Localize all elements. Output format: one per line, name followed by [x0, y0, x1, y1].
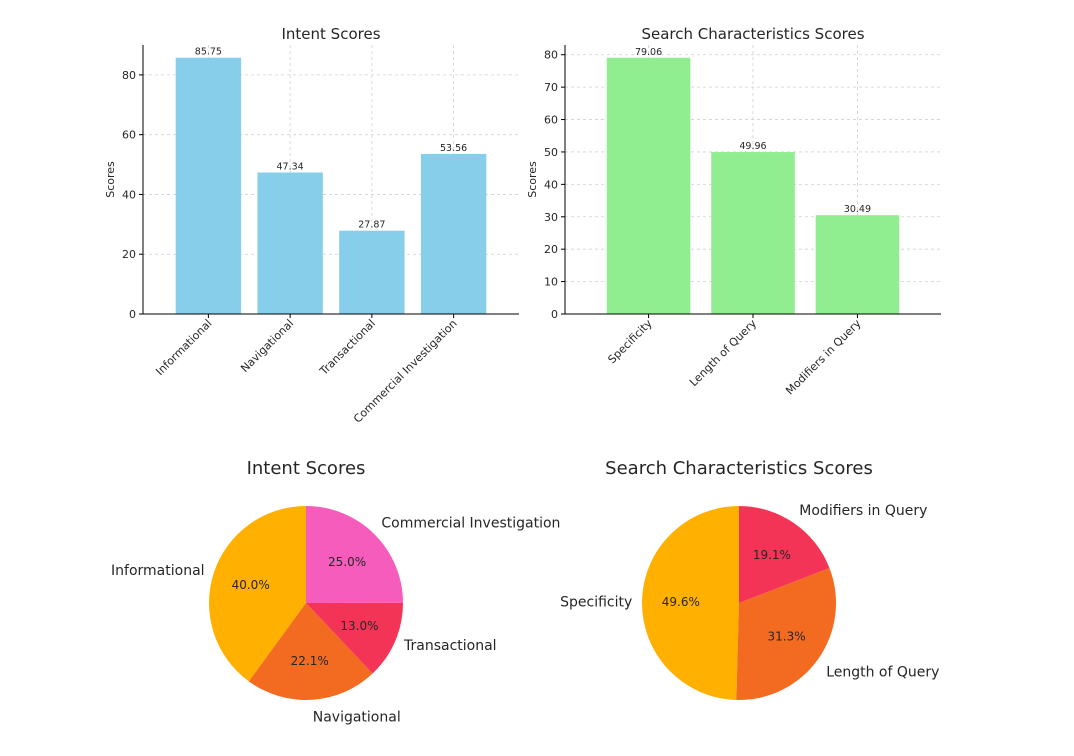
y-tick-label: 0: [129, 308, 136, 321]
pie-slice: [306, 506, 403, 603]
y-tick-label: 80: [122, 69, 136, 82]
x-tick-label: Modifiers in Query: [783, 317, 864, 398]
bar: [420, 153, 487, 314]
pie-percent-label: 31.3%: [768, 630, 806, 644]
bar-value-label: 47.34: [277, 162, 304, 173]
bar: [711, 152, 795, 314]
bar: [339, 230, 405, 314]
pie-category-label: Transactional: [403, 638, 497, 654]
y-tick-label: 60: [544, 114, 558, 127]
pie-category-label: Navigational: [313, 709, 401, 725]
y-tick-label: 50: [544, 146, 558, 159]
pie-slice: [306, 602, 403, 674]
y-tick-label: 70: [544, 81, 558, 94]
chart-title: Search Characteristics Scores: [641, 25, 864, 43]
x-tick-label: Length of Query: [687, 317, 759, 389]
pie-category-label: Specificity: [560, 595, 632, 611]
bar: [175, 57, 242, 314]
y-tick-label: 30: [544, 211, 558, 224]
x-tick-label: Transactional: [317, 317, 378, 378]
y-tick-label: 40: [544, 178, 558, 191]
pie-slice: [248, 603, 373, 700]
pie-slice: [736, 567, 836, 700]
pie-percent-label: 22.1%: [291, 654, 329, 668]
pie-slice: [739, 506, 830, 603]
pie-slice: [209, 506, 306, 682]
intent-bar-chart: 85.75 47.34 27.87 53.56 0 20 40 60 80 Information…: [104, 25, 519, 426]
bar-value-label: 85.75: [195, 47, 222, 58]
bar-value-label: 30.49: [844, 204, 871, 215]
chart-title: Intent Scores: [247, 458, 366, 479]
y-tick-label: 20: [544, 243, 558, 256]
x-tick-label: Informational: [153, 317, 214, 378]
chart-title: Search Characteristics Scores: [605, 458, 873, 479]
pie-percent-label: 13.0%: [340, 619, 378, 633]
bar-value-label: 53.56: [440, 143, 467, 154]
search-characteristics-pie-chart: 49.6% Specificity 31.3% Length of Query 19.1…: [560, 458, 939, 700]
y-axis-label: Scores: [104, 161, 117, 198]
chart-title: Intent Scores: [281, 25, 380, 43]
pie-category-label: Modifiers in Query: [799, 503, 927, 519]
bar-value-label: 27.87: [358, 220, 385, 231]
pie-category-label: Commercial Investigation: [381, 515, 560, 531]
pie-percent-label: 19.1%: [753, 548, 791, 562]
y-tick-label: 80: [544, 49, 558, 62]
y-tick-label: 60: [122, 129, 136, 142]
pie-percent-label: 49.6%: [662, 595, 700, 609]
bar-value-label: 49.96: [739, 141, 766, 152]
y-tick-label: 10: [544, 276, 558, 289]
bar: [606, 57, 691, 314]
pie-percent-label: 25.0%: [328, 555, 366, 569]
pie-category-label: Length of Query: [826, 664, 939, 680]
y-axis-label: Scores: [526, 161, 539, 198]
y-tick-label: 40: [122, 188, 136, 201]
bar: [257, 172, 323, 314]
pie-percent-label: 40.0%: [232, 578, 270, 592]
pie-slice: [642, 506, 739, 700]
bar: [815, 215, 900, 314]
x-tick-label: Specificity: [605, 317, 655, 367]
bar-value-label: 79.06: [635, 47, 662, 58]
y-tick-label: 20: [122, 248, 136, 261]
pie-category-label: Informational: [111, 563, 205, 579]
x-tick-label: Navigational: [238, 317, 296, 375]
intent-pie-chart: 40.0% Informational 22.1% Navigational 13.0%…: [111, 458, 560, 725]
y-tick-label: 0: [551, 308, 558, 321]
search-characteristics-bar-chart: 79.06 49.96 30.49 0 10 20 30 40 50 60 70 80 Specific…: [526, 25, 941, 397]
